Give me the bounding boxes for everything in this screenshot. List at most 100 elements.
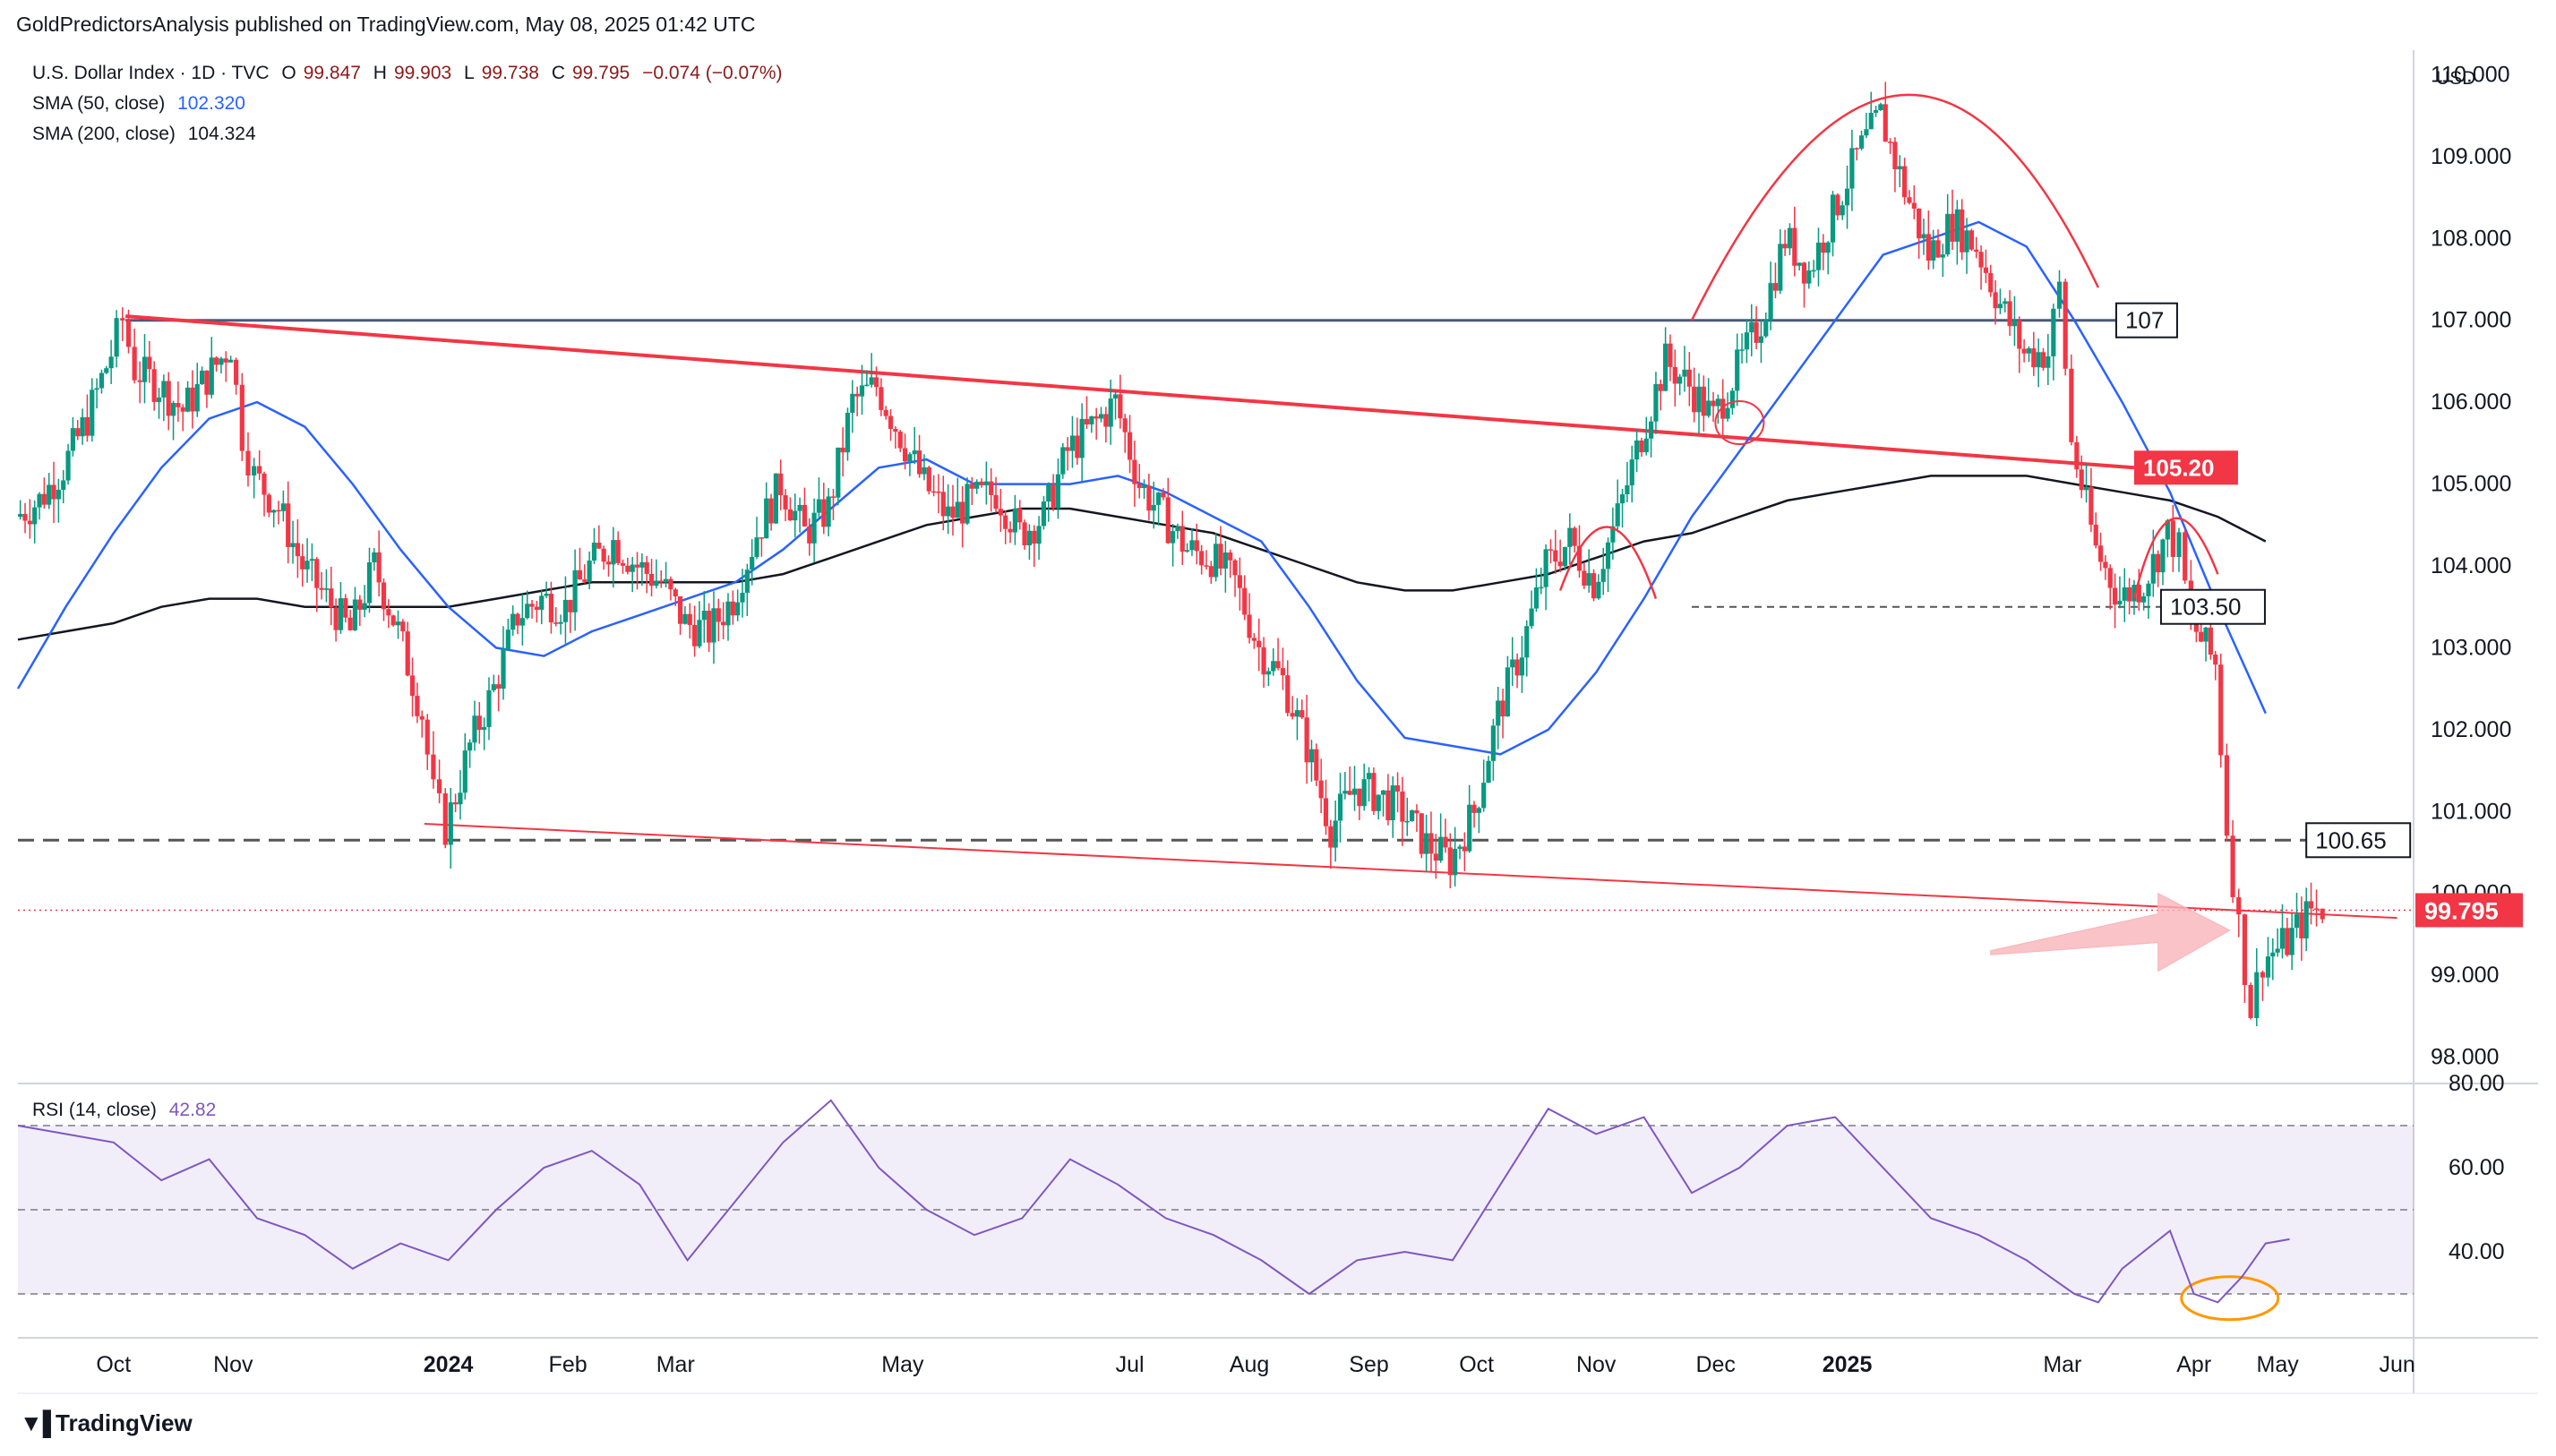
- candle-body: [1772, 283, 1779, 291]
- candle-body: [2026, 348, 2032, 354]
- candle: [989, 467, 994, 512]
- candle: [1051, 474, 1056, 511]
- candle: [965, 477, 970, 526]
- candle: [946, 484, 951, 535]
- candle-body: [94, 388, 99, 390]
- candle: [1778, 229, 1783, 295]
- candle-body: [1017, 508, 1023, 523]
- candle-body: [816, 499, 822, 513]
- candle-body: [419, 715, 425, 720]
- candle: [1314, 743, 1319, 786]
- candle: [1964, 218, 1969, 274]
- candle-body: [1696, 386, 1702, 413]
- candle-body: [840, 447, 845, 453]
- candle-body: [1141, 485, 1147, 488]
- candle: [2242, 913, 2248, 1003]
- sma200-label: SMA (200, close): [32, 124, 176, 144]
- price-label-box: [2159, 588, 2266, 625]
- candle: [18, 500, 23, 520]
- candle: [1171, 524, 1176, 567]
- candle: [194, 363, 200, 417]
- candle-body: [830, 496, 836, 498]
- rsi-legend[interactable]: RSI (14, close) 42.82: [32, 1100, 223, 1121]
- candle: [329, 566, 334, 626]
- candle-body: [1118, 394, 1123, 419]
- sma200-legend[interactable]: SMA (200, close) 104.324: [32, 124, 263, 145]
- candle: [161, 374, 167, 422]
- candle-body: [663, 578, 669, 583]
- candle-body: [161, 381, 167, 398]
- candle-body: [922, 467, 927, 475]
- candle: [448, 787, 453, 869]
- candle: [2089, 467, 2094, 533]
- candle-body: [409, 675, 416, 697]
- candle: [223, 351, 228, 382]
- sma50-legend[interactable]: SMA (50, close) 102.320: [32, 93, 253, 115]
- candle: [850, 380, 855, 433]
- x-tick-label: Aug: [1230, 1352, 1269, 1377]
- candle: [1247, 593, 1252, 644]
- candle-body: [1649, 421, 1654, 439]
- candle: [658, 570, 664, 588]
- candle: [209, 337, 214, 398]
- candle: [1653, 372, 1659, 434]
- candle: [2117, 576, 2123, 609]
- candle: [1285, 660, 1291, 716]
- close-value: 99.795: [571, 63, 630, 83]
- candle: [41, 477, 47, 509]
- candle-body: [1108, 398, 1113, 427]
- x-tick-label: Dec: [1695, 1352, 1735, 1377]
- candle-body: [2248, 984, 2253, 1018]
- candle: [830, 488, 836, 520]
- candle-body: [1342, 791, 1348, 794]
- candle-body: [1639, 440, 1644, 453]
- rsi-value: 42.82: [168, 1100, 217, 1120]
- candle: [409, 657, 416, 717]
- candle-body: [1864, 129, 1869, 136]
- candle-body: [1351, 788, 1358, 795]
- candle: [1519, 636, 1525, 693]
- candle-body: [725, 601, 731, 626]
- candle: [1185, 543, 1190, 553]
- candle-body: [1988, 272, 1994, 293]
- x-tick-label: 2025: [1823, 1352, 1873, 1377]
- candle: [2031, 331, 2037, 376]
- candle-body: [1453, 848, 1458, 876]
- candle-body: [544, 594, 549, 596]
- candle: [1036, 516, 1042, 561]
- candle: [2236, 888, 2242, 938]
- candle: [1075, 417, 1080, 465]
- sma50-label: SMA (50, close): [32, 93, 166, 114]
- symbol-name[interactable]: U.S. Dollar Index · 1D · TVC: [32, 63, 270, 83]
- candle: [1222, 540, 1228, 593]
- candle: [2056, 270, 2063, 318]
- candle: [1945, 193, 1951, 257]
- candle-body: [2294, 914, 2300, 929]
- candle-body: [558, 621, 563, 624]
- candle-body: [1471, 804, 1477, 813]
- candle-body: [2230, 835, 2235, 897]
- candle: [323, 569, 330, 603]
- candle-body: [2165, 520, 2170, 540]
- candle: [1950, 189, 1955, 251]
- candle: [245, 432, 251, 487]
- candle: [955, 477, 960, 518]
- candle: [1390, 776, 1395, 838]
- candle: [778, 459, 784, 510]
- candle: [180, 404, 185, 432]
- candle: [1610, 507, 1616, 561]
- candle: [768, 493, 774, 531]
- change-value: −0.074 (−0.07%): [642, 63, 783, 83]
- candle: [873, 366, 879, 397]
- candle: [1993, 279, 1998, 325]
- candle: [740, 569, 745, 618]
- tradingview-logo[interactable]: ▼▌TradingView: [20, 1409, 193, 1437]
- candle: [1290, 696, 1295, 720]
- candle: [386, 599, 391, 629]
- candle-body: [1917, 208, 1922, 239]
- candle: [1218, 526, 1223, 576]
- candle-body: [1993, 292, 1998, 309]
- candle-body: [577, 570, 583, 580]
- price-label-105-20: 105.20: [2133, 450, 2238, 485]
